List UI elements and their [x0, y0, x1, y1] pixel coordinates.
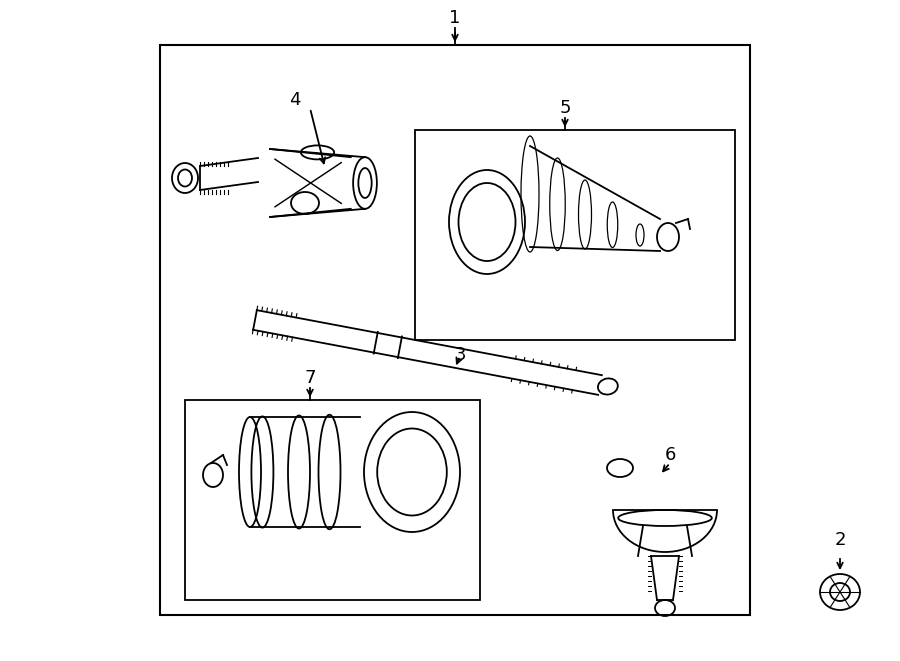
- Text: 3: 3: [454, 346, 466, 364]
- Bar: [185, 400, 480, 600]
- Bar: [415, 130, 735, 340]
- Text: 7: 7: [304, 369, 316, 387]
- Bar: [160, 45, 750, 615]
- Text: 4: 4: [289, 91, 301, 109]
- Text: 2: 2: [834, 531, 846, 549]
- Text: 5: 5: [559, 99, 571, 117]
- Text: 6: 6: [664, 446, 676, 464]
- Text: 1: 1: [449, 9, 461, 27]
